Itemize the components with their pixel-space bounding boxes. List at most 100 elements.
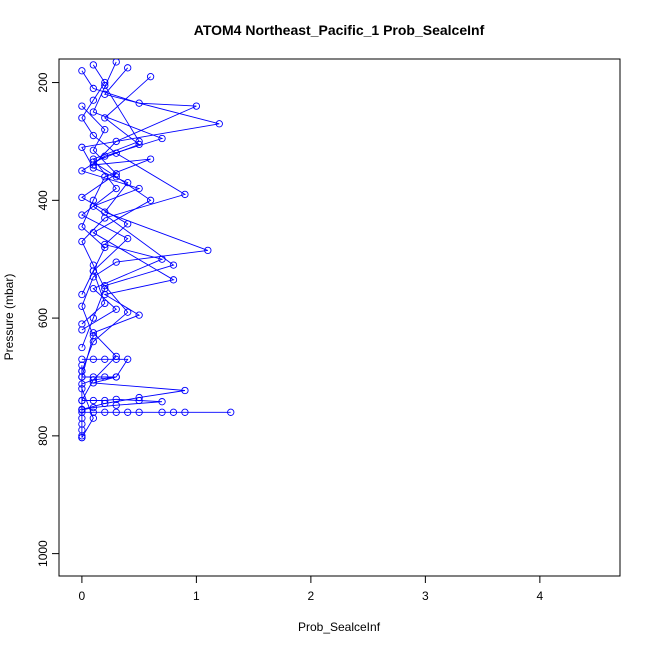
data-point [89,337,97,346]
data-point [112,408,120,416]
data-point [135,311,143,319]
data-point [101,396,109,405]
data-point [101,282,109,290]
data-point [135,137,143,146]
chart-title: ATOM4 Northeast_Pacific_1 Prob_SealceInf [194,22,485,38]
data-point [101,126,109,134]
data-point [78,326,86,334]
y-axis: 200 400 600 800 1000 [36,72,60,567]
data-point [101,240,109,249]
data-point [124,355,132,363]
data-point [89,408,97,416]
data-point [124,308,132,316]
data-point [158,255,166,263]
data-point [78,420,86,428]
x-axis-label: Prob_SealceInf [298,620,381,634]
data-point [181,408,189,416]
data-point [78,414,86,422]
data-point [204,246,212,255]
data-point [78,167,86,175]
data-point [112,184,120,193]
data-point [101,81,109,90]
series-layer [78,59,235,442]
x-tick-label: 4 [537,589,544,603]
data-point [89,273,97,281]
x-axis: 0 1 2 3 4 [79,575,544,603]
x-tick-label: 3 [422,589,429,603]
data-point [227,408,235,416]
data-point [78,223,86,231]
y-tick-label: 800 [36,426,50,446]
data-point [101,373,109,381]
series-line [81,76,175,401]
data-point [78,290,86,299]
data-point [89,131,97,140]
data-point [78,102,86,110]
data-point [78,237,86,246]
data-point [135,99,143,107]
data-point [135,408,143,416]
data-point [89,414,97,422]
data-point [124,64,132,72]
data-point [169,261,178,269]
data-point [78,343,86,352]
data-point [78,143,86,151]
data-point [146,73,155,81]
x-tick-label: 0 [79,589,86,603]
data-point [78,302,86,310]
data-point [158,408,166,416]
data-point [89,376,97,384]
data-point [89,267,97,275]
data-point [112,305,120,313]
data-point [101,114,109,122]
data-point [112,395,120,403]
data-point [215,120,223,128]
data-point [135,184,143,193]
data-point [169,276,178,284]
data-point [89,146,97,154]
data-point [89,355,97,363]
data-point [78,367,86,375]
data-point [78,385,86,393]
data-point [78,361,86,369]
data-point [112,258,120,266]
data-point [124,220,132,228]
data-point [89,284,97,293]
data-point [135,396,143,405]
data-point [112,170,120,178]
data-point [158,398,166,406]
y-axis-label: Pressure (mbar) [2,274,16,361]
data-point [89,314,97,322]
series-line [81,85,140,325]
data-point [78,193,86,202]
data-point [158,134,166,143]
data-point [78,432,86,440]
series-line [80,61,175,372]
data-point [124,408,132,416]
data-point [89,61,97,69]
data-point [124,234,132,243]
y-tick-label: 200 [36,72,50,92]
y-tick-label: 400 [36,190,50,210]
data-point [78,211,86,219]
data-point [112,137,120,146]
series-line [81,70,197,295]
data-point [89,84,97,93]
data-point [78,433,86,442]
y-tick-label: 1000 [36,540,50,567]
data-point [112,401,120,409]
data-point [89,403,97,412]
data-point [181,386,189,395]
x-tick-label: 1 [193,589,200,603]
data-point [89,329,97,337]
y-tick-label: 600 [36,308,50,328]
data-point [112,355,120,363]
data-point [78,67,86,75]
data-point [89,164,97,172]
data-point [89,155,97,163]
data-point [78,114,86,122]
data-point [112,59,120,66]
series-line [81,105,164,331]
series-line [81,358,185,410]
